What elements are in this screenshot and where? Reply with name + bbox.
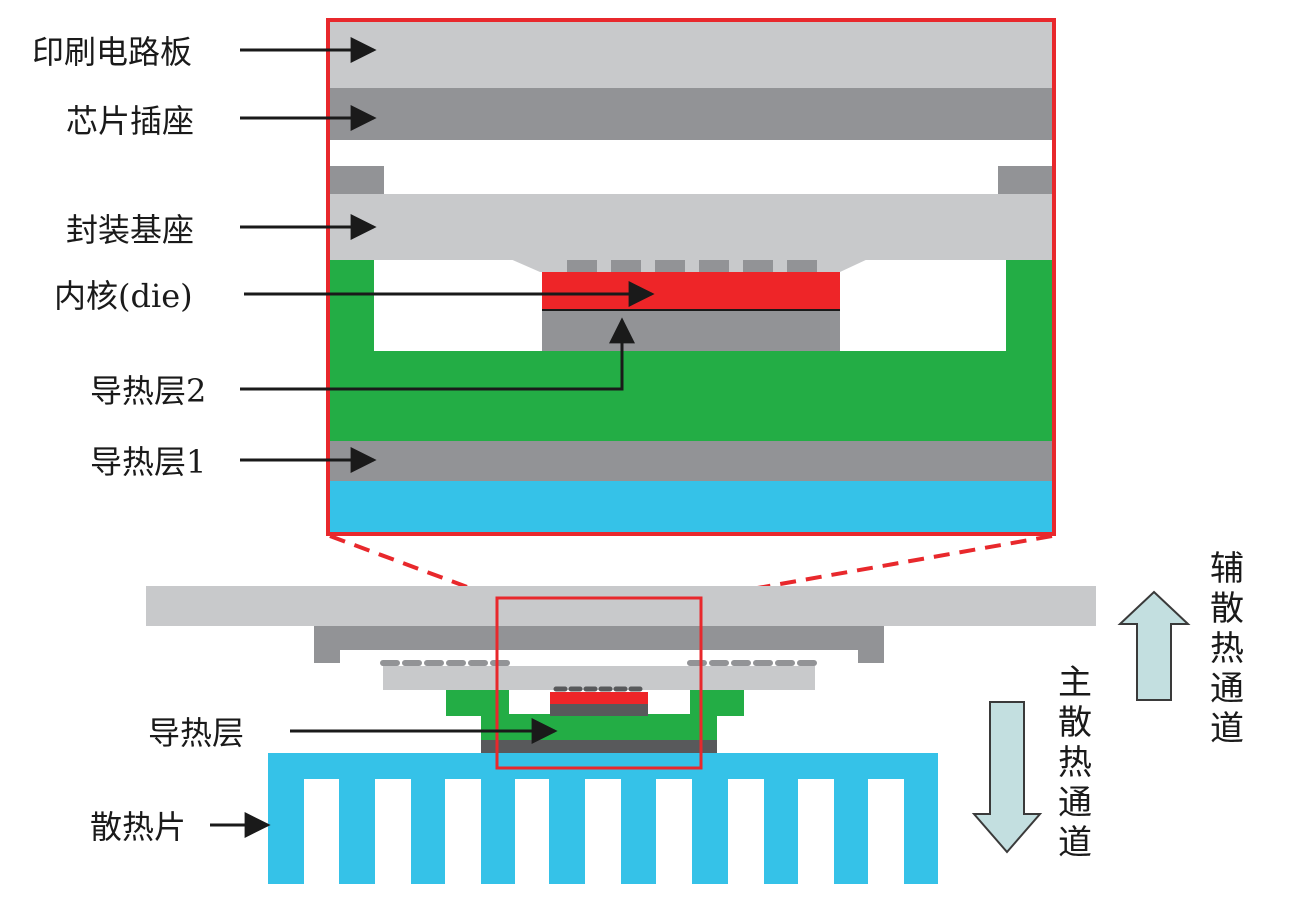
overview-socket: [314, 626, 884, 663]
detail-zoom-frame: [326, 18, 1056, 536]
hollow-down-arrow-icon: [971, 701, 1043, 854]
label-thermal-layer-2-text: 导热层2: [90, 372, 206, 410]
detail-socket-layer: [328, 88, 1054, 140]
vertical-char: 主: [1058, 663, 1092, 703]
detail-pcb-layer: [328, 20, 1054, 88]
overview-die-base: [550, 704, 648, 716]
auxiliary-path-label: 辅散热通道: [1210, 549, 1244, 749]
vertical-char: 散: [1058, 703, 1092, 743]
label-pcb-text: 印刷电路板: [32, 33, 192, 71]
label-die-text: 内核(die): [54, 277, 193, 315]
vertical-char: 散: [1210, 589, 1244, 629]
detail-substrate-layer: [328, 194, 1054, 260]
overview-heatsink: [268, 753, 938, 884]
label-overview-thermal-layer: 导热层: [148, 714, 558, 752]
label-thermal-layer-1: 导热层1: [90, 443, 377, 481]
arrow-up-icon: [240, 317, 635, 391]
detail-socket-left-foot: [330, 166, 384, 194]
label-socket: 芯片插座: [66, 102, 377, 140]
hollow-up-arrow-icon: [1117, 590, 1191, 701]
detail-die: [542, 272, 840, 310]
overview-die: [550, 692, 648, 704]
overview-view: [146, 586, 1096, 884]
main-path: 主散热通道: [971, 663, 1092, 863]
label-heatsink-text: 散热片: [90, 808, 186, 846]
overview-zoom-box: [495, 596, 703, 770]
overview-pcb: [146, 586, 1096, 626]
detail-view: [326, 18, 1056, 536]
detail-solder-bumps: [567, 260, 817, 272]
label-heatsink: 散热片: [90, 808, 271, 846]
detail-thermal-layer-2: [328, 260, 1054, 441]
vertical-char: 热: [1210, 629, 1244, 669]
detail-heatsink-layer: [328, 481, 1054, 533]
vertical-char: 通: [1058, 783, 1092, 823]
auxiliary-path: 辅散热通道: [1117, 549, 1244, 749]
label-die: 内核(die): [54, 277, 655, 315]
overview-substrate: [383, 666, 815, 690]
detail-socket-right-foot: [998, 166, 1052, 194]
vertical-char: 辅: [1210, 549, 1244, 589]
overview-thermal-base: [481, 740, 717, 753]
label-substrate: 封装基座: [66, 211, 377, 249]
label-pcb: 印刷电路板: [32, 33, 377, 71]
label-thermal-layer-2: 导热层2: [90, 317, 635, 410]
label-socket-text: 芯片插座: [66, 102, 194, 140]
detail-substrate-bevel: [508, 258, 870, 272]
label-overview-thermal-layer-text: 导热层: [148, 714, 244, 752]
detail-die-base: [542, 310, 840, 351]
vertical-char: 道: [1058, 823, 1092, 863]
detail-thermal-layer-1: [328, 441, 1054, 481]
main-path-label: 主散热通道: [1058, 663, 1092, 863]
vertical-char: 热: [1058, 743, 1092, 783]
label-substrate-text: 封装基座: [66, 211, 194, 249]
vertical-char: 道: [1210, 709, 1244, 749]
label-thermal-layer-1-text: 导热层1: [90, 443, 206, 481]
vertical-char: 通: [1210, 669, 1244, 709]
